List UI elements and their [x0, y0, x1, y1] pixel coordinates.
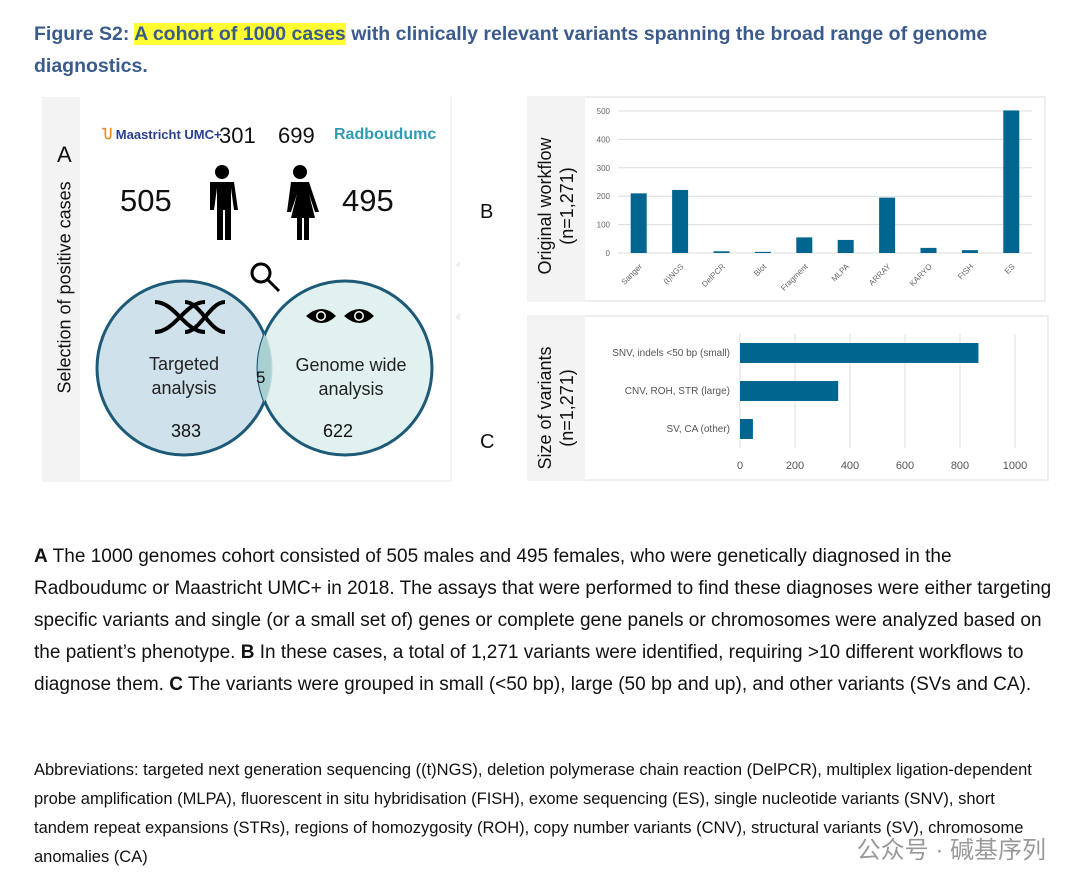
x-tick-label: 200 — [786, 460, 804, 472]
venn-left-count: 383 — [171, 421, 202, 441]
figure-caption: A The 1000 genomes cohort consisted of 5… — [34, 546, 1052, 695]
bar-(t)NGS — [672, 189, 689, 253]
x-tick-label: 800 — [951, 460, 969, 472]
panel-a-letter: A — [57, 142, 72, 167]
maastricht-logo: Ⴎ Maastricht UMC+ — [102, 127, 222, 142]
x-tick-label: DelPCR — [700, 262, 727, 289]
eyes-icon — [306, 309, 374, 323]
males-count: 505 — [120, 183, 172, 218]
bar-SV, CA (other) — [740, 419, 753, 439]
arrow-to-c — [455, 313, 460, 320]
panel-a-graphics — [95, 165, 460, 457]
count-maastricht: 301 — [219, 123, 256, 148]
y-tick-label: SV, CA (other) — [666, 424, 730, 435]
bar-Blot — [754, 251, 771, 253]
chart-b-frame — [527, 96, 1046, 302]
bar-ARRAY — [879, 197, 896, 253]
magnifier-icon — [250, 262, 281, 293]
radboud-logo: Radboudumc — [334, 126, 437, 143]
bar-KARYO — [920, 247, 937, 253]
x-tick-label: KARYO — [908, 262, 934, 288]
x-tick-label: MLPA — [830, 262, 852, 284]
x-tick-label: 400 — [841, 460, 859, 472]
bar-SNV, indels <50 bp (small) — [740, 343, 979, 363]
y-tick-label: 300 — [597, 164, 611, 173]
count-radboud: 699 — [278, 123, 315, 148]
y-tick-label: 500 — [597, 107, 611, 116]
x-tick-label: Blot — [752, 262, 769, 279]
x-tick-label: 1000 — [1003, 460, 1027, 472]
venn-right-label: Genome wide analysis — [295, 355, 407, 399]
arrow-to-b — [455, 262, 460, 267]
y-tick-label: SNV, indels <50 bp (small) — [612, 348, 730, 359]
females-count: 495 — [342, 183, 394, 218]
charts-svg: 0 100 200 300 400 500 Sanger (t)NGS DelPCR Blot Fr… — [597, 107, 1032, 472]
x-tick-label: (t)NGS — [662, 262, 686, 286]
bar-Fragment — [796, 237, 813, 253]
x-tick-label: 0 — [737, 460, 743, 472]
venn-overlap-count: 5 — [256, 368, 266, 387]
y-tick-label: 200 — [597, 192, 611, 201]
male-icon — [210, 165, 238, 240]
bar-DelPCR — [713, 251, 730, 253]
venn-left-label: Targeted analysis — [148, 354, 220, 398]
female-icon — [287, 165, 319, 240]
panel-c-letter: C — [480, 431, 495, 453]
x-tick-label: ES — [1003, 262, 1017, 276]
bar-MLPA — [837, 239, 854, 253]
x-tick-label: ARRAY — [867, 262, 893, 288]
abbreviations: Abbreviations: targeted next generation … — [34, 761, 1032, 866]
dna-icon — [154, 300, 226, 334]
x-tick-label: Fragment — [779, 262, 810, 293]
bar-FISH — [961, 250, 978, 253]
y-tick-label: CNV, ROH, STR (large) — [625, 386, 730, 397]
bar-ES — [1003, 110, 1020, 253]
x-tick-label: FISH — [956, 262, 975, 281]
bar-CNV, ROH, STR (large) — [740, 381, 839, 401]
y-tick-label: 100 — [597, 221, 611, 230]
x-tick-label: 600 — [896, 460, 914, 472]
figure-title: Figure S2: A cohort of 1000 cases with c… — [34, 23, 988, 77]
venn-right-count: 622 — [323, 421, 354, 441]
x-tick-label: Sanger — [620, 262, 645, 287]
bar-Sanger — [630, 193, 647, 253]
y-tick-label: 400 — [597, 135, 611, 144]
panel-b-letter: B — [480, 201, 494, 223]
y-tick-label: 0 — [606, 249, 611, 258]
watermark: 公众号 · 碱基序列 — [856, 837, 1046, 864]
